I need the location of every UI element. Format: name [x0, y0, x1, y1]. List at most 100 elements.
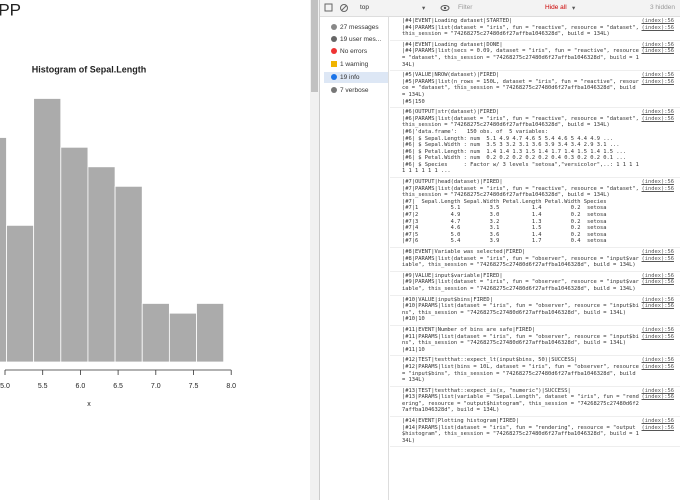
log-text: |#8|PARAMS|list(dataset = "iris", fun = …: [402, 255, 639, 269]
log-text: |#14|PARAMS|list(dataset = "iris", fun =…: [402, 424, 639, 444]
log-text: |#7|3 4.7 3.2 1.3 0.2 setosa: [402, 218, 607, 225]
levels-select[interactable]: Hide all: [545, 4, 567, 11]
source-link[interactable]: (index):56: [641, 418, 674, 425]
source-link[interactable]: (index):56: [641, 41, 674, 48]
toolbar-icons[interactable]: [324, 0, 354, 16]
source-link[interactable]: (index):56: [641, 424, 674, 431]
eye-icon[interactable]: [440, 0, 450, 16]
log-group: |#7|OUTPUT|head(dataset)|FIRED| (index):5…: [390, 178, 680, 248]
sidebar-item[interactable]: 27 messages: [324, 22, 388, 33]
log-line: |#7|6 5.4 3.9 1.7 0.4 setosa: [402, 238, 680, 245]
x-axis-label: x: [87, 401, 91, 408]
log-line: |#7|3 4.7 3.2 1.3 0.2 setosa: [402, 219, 680, 226]
sidebar-label: 7 verbose: [340, 87, 369, 94]
log-line: |#8|EVENT|Variable was selected|FIRED| (i…: [402, 249, 680, 256]
source-link[interactable]: (index):56: [641, 78, 674, 85]
log-text: |#5|VALUE|NROW(dataset)|FIRED|: [402, 72, 500, 79]
log-text: |#9|VALUE|input$variable|FIRED|: [402, 272, 503, 279]
sidebar-item[interactable]: No errors: [324, 46, 388, 57]
histogram-chart: APP Histogram of Sepal.Length x 5.0 5.5 6.…: [0, 0, 236, 408]
source-link[interactable]: (index):56: [641, 326, 674, 333]
log-text: |#7|OUTPUT|head(dataset)|FIRED|: [402, 179, 503, 186]
log-line: |#9|PARAMS|list(dataset = "iris", fun = …: [402, 279, 680, 292]
log-line: |#6| $ Petal.Length: num 1.4 1.4 1.3 1.5…: [402, 149, 680, 156]
log-text: |#12|TEST|testthat::expect_lt(input$bins…: [402, 357, 578, 364]
console-toolbar: top ▾ Filter Hide all ▾ 3 hidden: [320, 0, 680, 17]
source-link[interactable]: (index):56: [641, 48, 674, 55]
log-line: |#9|VALUE|input$variable|FIRED| (index):5…: [402, 273, 680, 280]
log-line: |#6| $ Sepal.Width : num 3.5 3 3.2 3.1 3…: [402, 142, 680, 149]
log-text: |#6|'data.frame': 150 obs. of 5 variable…: [402, 128, 549, 135]
scroll-thumb[interactable]: [311, 0, 318, 92]
source-link[interactable]: (index):56: [641, 72, 674, 79]
devtools: top ▾ Filter Hide all ▾ 3 hidden 27 mess…: [320, 0, 680, 500]
sidebar-label: 19 user mes...: [340, 36, 382, 43]
source-link[interactable]: (index):56: [641, 185, 674, 192]
log-line: |#6| $ Petal.Width : num 0.2 0.2 0.2 0.2…: [402, 155, 680, 162]
scrollbar[interactable]: [310, 0, 320, 500]
source-link[interactable]: (index):56: [641, 272, 674, 279]
log-group: |#8|EVENT|Variable was selected|FIRED| (i…: [390, 248, 680, 272]
console-log: |#4|EVENT|Loading dataset|STARTED| (index…: [390, 17, 680, 500]
x-tick-label: 6.5: [113, 383, 123, 390]
source-link[interactable]: (index):56: [641, 357, 674, 364]
app-title: APP: [0, 0, 21, 19]
log-text: |#6| $ Species : Factor w/ 3 levels "set…: [402, 161, 643, 175]
log-line: |#7|PARAMS|list(dataset = "iris", fun = …: [402, 186, 680, 199]
log-text: |#6| $ Sepal.Length: num 5.1 4.9 4.7 4.6…: [402, 135, 613, 142]
source-link[interactable]: (index):56: [641, 255, 674, 262]
log-line: |#6|'data.frame': 150 obs. of 5 variable…: [402, 129, 680, 136]
sidebar-item[interactable]: 1 warning: [324, 59, 388, 70]
log-text: |#7|6 5.4 3.9 1.7 0.4 setosa: [402, 238, 607, 245]
source-link[interactable]: (index):56: [641, 303, 674, 310]
source-link[interactable]: (index):56: [641, 387, 674, 394]
source-link[interactable]: (index):56: [641, 109, 674, 116]
source-link[interactable]: (index):56: [641, 249, 674, 255]
log-line: |#6| $ Sepal.Length: num 5.1 4.9 4.7 4.6…: [402, 136, 680, 143]
bar: [196, 303, 225, 363]
sidebar-label: 1 warning: [340, 61, 369, 68]
log-text: |#7|1 5.1 3.5 1.4 0.2 setosa: [402, 205, 607, 212]
log-line: |#11|EVENT|Number of bins are safe|FIRED…: [402, 327, 680, 334]
filter-input[interactable]: Filter: [458, 4, 473, 11]
log-line: |#4|EVENT|Loading dataset|STARTED| (index…: [402, 18, 680, 25]
source-link[interactable]: (index):56: [641, 18, 674, 24]
log-group: |#12|TEST|testthat::expect_lt(input$bins…: [390, 356, 680, 387]
sidebar-item[interactable]: 19 info: [324, 72, 388, 83]
log-line: |#12|TEST|testthat::expect_lt(input$bins…: [402, 357, 680, 364]
log-text: |#13|TEST|testthat::expect_is(x, "numeri…: [402, 387, 571, 394]
log-line: |#4|PARAMS|list(secs = 0.09, dataset = "…: [402, 48, 680, 68]
context-select[interactable]: top: [360, 4, 370, 11]
source-link[interactable]: (index):56: [641, 363, 674, 370]
log-group: |#4|EVENT|Loading dataset|STARTED| (index…: [390, 17, 680, 41]
log-text: |#14|EVENT|Plotting histogram|FIRED|: [402, 418, 519, 425]
sidebar-label: 19 info: [340, 74, 360, 81]
source-link[interactable]: (index):56: [641, 394, 674, 401]
source-link[interactable]: (index):56: [641, 333, 674, 340]
log-text: |#6| $ Petal.Width : num 0.2 0.2 0.2 0.2…: [402, 155, 626, 162]
log-text: |#6|OUTPUT|str(dataset)|FIRED|: [402, 109, 500, 116]
source-link[interactable]: (index):56: [641, 279, 674, 286]
log-text: |#5|150: [402, 98, 425, 105]
source-link[interactable]: (index):56: [641, 115, 674, 122]
dropdown-arrow[interactable]: ▾: [422, 5, 426, 12]
log-line: |#7|4 4.6 3.1 1.5 0.2 setosa: [402, 225, 680, 232]
log-group: |#4|EVENT|Loading dataset|DONE| (index):5…: [390, 41, 680, 72]
log-text: |#7|5 5.0 3.6 1.4 0.2 setosa: [402, 231, 607, 238]
log-group: |#6|OUTPUT|str(dataset)|FIRED| (index):56…: [390, 108, 680, 179]
source-link[interactable]: (index):56: [641, 24, 674, 31]
log-line: |#5|VALUE|NROW(dataset)|FIRED| (index):56: [402, 72, 680, 79]
sidebar-item[interactable]: 7 verbose: [324, 85, 388, 96]
sidebar-item[interactable]: 19 user mes...: [324, 34, 388, 45]
log-group: |#10|VALUE|input$bins|FIRED| (index):56 |#…: [390, 296, 680, 326]
source-link[interactable]: (index):56: [641, 296, 674, 303]
dropdown-arrow[interactable]: ▾: [572, 5, 576, 12]
log-group: |#9|VALUE|input$variable|FIRED| (index):5…: [390, 272, 680, 296]
x-tick-label: 5.0: [0, 383, 10, 390]
source-link[interactable]: (index):56: [641, 179, 674, 186]
log-text: |#5|PARAMS|list(n_rows = 150L, dataset =…: [402, 78, 639, 98]
log-text: |#11|EVENT|Number of bins are safe|FIRED…: [402, 326, 536, 333]
log-line: |#12|PARAMS|list(bins = 10L, dataset = "…: [402, 364, 680, 384]
log-line: |#7|5 5.0 3.6 1.4 0.2 setosa: [402, 232, 680, 239]
